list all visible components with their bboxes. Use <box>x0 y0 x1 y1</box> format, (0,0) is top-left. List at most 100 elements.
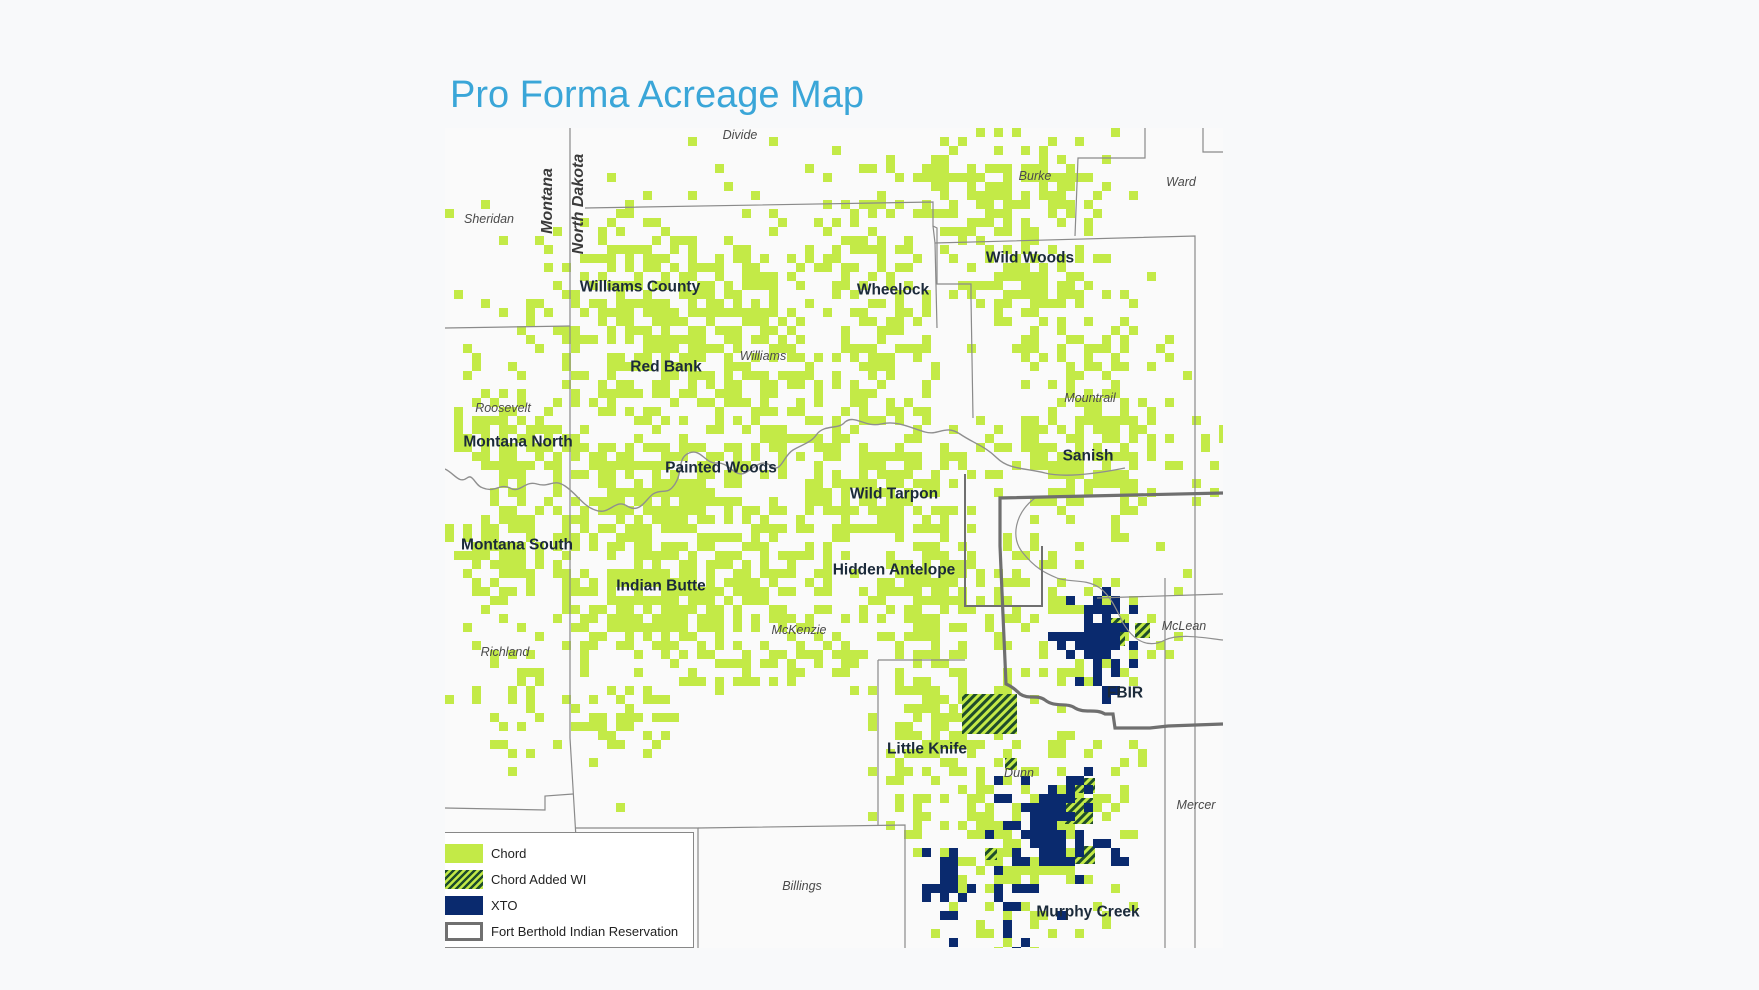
chord-tract <box>958 173 967 182</box>
xto-tract <box>1012 821 1021 830</box>
chord-tract <box>616 290 625 299</box>
chord-tract <box>760 254 769 263</box>
chord-tract <box>643 335 652 344</box>
chord-tract <box>940 155 949 164</box>
chord-tract <box>895 452 904 461</box>
chord-tract <box>1048 191 1057 200</box>
chord-tract <box>895 722 904 731</box>
chord-tract <box>769 380 778 389</box>
chord-tract <box>607 506 616 515</box>
chord-tract <box>661 614 670 623</box>
chord-tract <box>850 650 859 659</box>
chord-tract <box>976 569 985 578</box>
chord-tract <box>1138 425 1147 434</box>
chord-tract <box>1111 578 1120 587</box>
chord-tract <box>1003 677 1012 686</box>
xto-tract <box>1111 668 1120 677</box>
chord-tract <box>580 371 589 380</box>
chord-tract <box>832 146 841 155</box>
xto-tract <box>1030 812 1039 821</box>
chord-tract <box>859 407 868 416</box>
chord-tract <box>625 506 634 515</box>
chord-tract <box>481 524 490 533</box>
chord-tract <box>679 623 688 632</box>
chord-tract <box>535 452 544 461</box>
xto-tract <box>1039 857 1048 866</box>
chord-tract <box>1111 533 1120 542</box>
chord-tract <box>706 452 715 461</box>
play-label-williams-county: Williams County <box>579 278 701 296</box>
chord-tract <box>787 371 796 380</box>
chord-tract <box>517 515 526 524</box>
chord-tract <box>562 551 571 560</box>
chord-tract <box>742 281 751 290</box>
chord-tract <box>913 794 922 803</box>
chord-tract <box>1003 173 1012 182</box>
chord-tract <box>1084 218 1093 227</box>
chord-tract <box>868 479 877 488</box>
chord-tract <box>832 371 841 380</box>
chord-tract <box>922 632 931 641</box>
chord-tract <box>688 335 697 344</box>
chord-tract <box>976 299 985 308</box>
chord-tract <box>832 281 841 290</box>
chord-tract <box>706 344 715 353</box>
chord-tract <box>1111 380 1120 389</box>
chord-tract <box>949 209 958 218</box>
chord-tract <box>526 434 535 443</box>
xto-tract <box>1084 785 1093 794</box>
xto-tract <box>1093 632 1102 641</box>
chord-tract <box>1030 875 1039 884</box>
chord-tract <box>526 695 535 704</box>
chord-tract <box>751 299 760 308</box>
chord-tract <box>445 695 454 704</box>
chord-tract <box>1192 479 1201 488</box>
chord-tract <box>841 506 850 515</box>
chord-tract <box>958 587 967 596</box>
chord-tract <box>994 425 1003 434</box>
chord-tract <box>535 416 544 425</box>
chord-tract <box>1066 182 1075 191</box>
chord-tract <box>562 596 571 605</box>
chord-tract <box>643 542 652 551</box>
chord-tract <box>661 488 670 497</box>
chord-tract <box>589 713 598 722</box>
chord-tract <box>499 515 508 524</box>
chord-tract <box>1003 245 1012 254</box>
chord-tract <box>697 515 706 524</box>
chord-tract <box>904 632 913 641</box>
chord-tract <box>679 290 688 299</box>
chord-tract <box>661 641 670 650</box>
chord-tract <box>922 479 931 488</box>
chord-tract <box>661 587 670 596</box>
chord-tract <box>868 353 877 362</box>
chord-tract <box>652 407 661 416</box>
chord-tract <box>949 758 958 767</box>
chord-tract <box>1075 659 1084 668</box>
xto-tract <box>1012 857 1021 866</box>
chord-tract <box>751 416 760 425</box>
chord-tract <box>1120 785 1129 794</box>
chord-tract <box>1030 911 1039 920</box>
chord-tract <box>1084 389 1093 398</box>
chord-tract <box>913 686 922 695</box>
chord-tract <box>1120 479 1129 488</box>
chord-tract <box>1057 452 1066 461</box>
chord-tract <box>967 524 976 533</box>
chord-tract <box>1174 461 1183 470</box>
chord-tract <box>949 731 958 740</box>
chord-tract <box>895 407 904 416</box>
chord-tract <box>562 605 571 614</box>
chord-tract <box>580 254 589 263</box>
chord-tract <box>634 569 643 578</box>
chord-tract <box>526 299 535 308</box>
chord-tract <box>886 776 895 785</box>
chord-tract <box>1111 452 1120 461</box>
chord-tract <box>589 641 598 650</box>
chord-tract <box>868 713 877 722</box>
chord-tract <box>886 749 895 758</box>
chord-tract <box>850 425 859 434</box>
chord-tract <box>562 533 571 542</box>
chord-tract <box>814 632 823 641</box>
chord-tract <box>742 650 751 659</box>
